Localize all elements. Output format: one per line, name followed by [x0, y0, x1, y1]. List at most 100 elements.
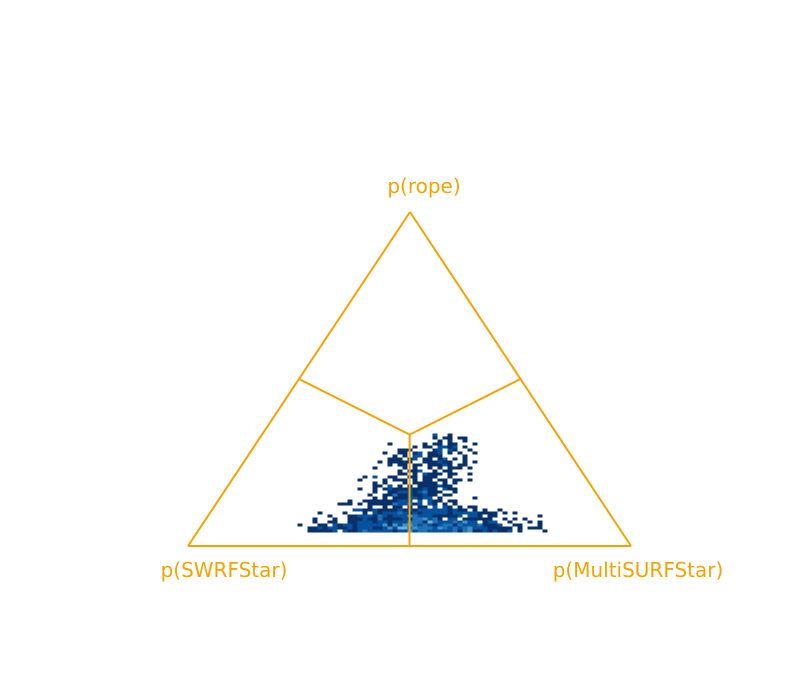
hexbin-cell	[377, 514, 383, 518]
hexbin-cell	[447, 466, 453, 470]
hexbin-cell	[392, 514, 398, 518]
hexbin-cell	[397, 523, 403, 527]
hexbin-cell	[437, 439, 443, 443]
hexbin-cell	[392, 505, 398, 509]
hexbin-cell	[492, 529, 498, 533]
hexbin-cell	[457, 526, 463, 530]
hexbin-cell	[387, 526, 393, 530]
hexbin-cell	[357, 520, 363, 524]
hexbin-cell	[442, 493, 448, 497]
hexbin-cell	[397, 526, 403, 530]
hexbin-cell	[402, 523, 408, 527]
hexbin-cell	[447, 499, 453, 503]
hexbin-cell	[467, 514, 473, 518]
hexbin-cell	[427, 454, 433, 458]
hexbin-cell	[357, 526, 363, 530]
hexbin-cell	[357, 487, 363, 491]
hexbin-cell	[412, 529, 418, 533]
hexbin-cell	[392, 475, 398, 479]
hexbin-cell	[437, 454, 443, 458]
hexbin-cell	[347, 529, 353, 533]
hexbin-cell	[472, 451, 478, 455]
hexbin-cell	[377, 508, 383, 512]
hexbin-cell	[397, 493, 403, 497]
hexbin-cell	[492, 526, 498, 530]
hexbin-cell	[402, 481, 408, 485]
hexbin-cell	[452, 472, 458, 476]
hexbin-cell	[392, 529, 398, 533]
hexbin-cell	[487, 517, 493, 521]
hexbin-cell	[382, 451, 388, 455]
hexbin-cell	[382, 517, 388, 521]
hexbin-cell	[487, 514, 493, 518]
hexbin-cell	[462, 508, 468, 512]
hexbin-cell	[427, 514, 433, 518]
hexbin-cell	[402, 454, 408, 458]
hexbin-cell	[362, 499, 368, 503]
hexbin-cell	[392, 478, 398, 482]
hexbin-cell	[367, 493, 373, 497]
hexbin-cell	[327, 526, 333, 530]
hexbin-cell	[402, 496, 408, 500]
hexbin-cell	[447, 508, 453, 512]
hexbin-cell	[422, 505, 428, 509]
hexbin-cell	[372, 487, 378, 491]
hexbin-cell	[412, 481, 418, 485]
hexbin-cell	[377, 502, 383, 506]
hexbin-cell	[357, 514, 363, 518]
hexbin-cell	[432, 529, 438, 533]
hexbin-cell	[362, 523, 368, 527]
hexbin-cell	[447, 487, 453, 491]
hexbin-cell	[357, 523, 363, 527]
hexbin-cell	[392, 499, 398, 503]
hexbin-cell	[372, 490, 378, 494]
hexbin-cell	[437, 529, 443, 533]
hexbin-cell	[332, 520, 338, 524]
hexbin-cell	[362, 517, 368, 521]
hexbin-cell	[487, 523, 493, 527]
hexbin-cell	[377, 460, 383, 464]
hexbin-cell	[397, 517, 403, 521]
hexbin-cell	[397, 490, 403, 494]
region-line-left	[298, 378, 411, 436]
hexbin-cell	[402, 466, 408, 470]
hexbin-cell	[472, 526, 478, 530]
hexbin-cell	[382, 526, 388, 530]
hexbin-cell	[442, 508, 448, 512]
hexbin-cell	[367, 520, 373, 524]
hexbin-cell	[452, 442, 458, 446]
hexbin-cell	[447, 475, 453, 479]
hexbin-cell	[427, 520, 433, 524]
hexbin-cell	[427, 517, 433, 521]
hexbin-cell	[362, 520, 368, 524]
hexbin-cell	[412, 496, 418, 500]
hexbin-cell	[442, 460, 448, 464]
hexbin-cell	[382, 478, 388, 482]
hexbin-cell	[372, 517, 378, 521]
hexbin-cell	[472, 523, 478, 527]
hexbin-cell	[447, 439, 453, 443]
hexbin-cell	[452, 511, 458, 515]
hexbin-cell	[382, 514, 388, 518]
hexbin-cell	[437, 457, 443, 461]
hexbin-cell	[517, 529, 523, 533]
hexbin-cell	[397, 487, 403, 491]
hexbin-cell	[427, 523, 433, 527]
hexbin-cell	[387, 460, 393, 464]
hexbin-cell	[472, 514, 478, 518]
hexbin-cell	[427, 508, 433, 512]
hexbin-cell	[397, 514, 403, 518]
hexbin-cell	[412, 502, 418, 506]
hexbin-cell	[432, 454, 438, 458]
hexbin-cell	[447, 514, 453, 518]
hexbin-cell	[397, 502, 403, 506]
hexbin-cell	[452, 499, 458, 503]
hexbin-cell	[312, 520, 318, 524]
hexbin-cell	[462, 517, 468, 521]
hexbin-cell	[422, 460, 428, 464]
hexbin-cell	[457, 529, 463, 533]
hexbin-cell	[467, 472, 473, 476]
hexbin-cell	[437, 496, 443, 500]
hexbin-cell	[432, 511, 438, 515]
hexbin-cell	[452, 514, 458, 518]
